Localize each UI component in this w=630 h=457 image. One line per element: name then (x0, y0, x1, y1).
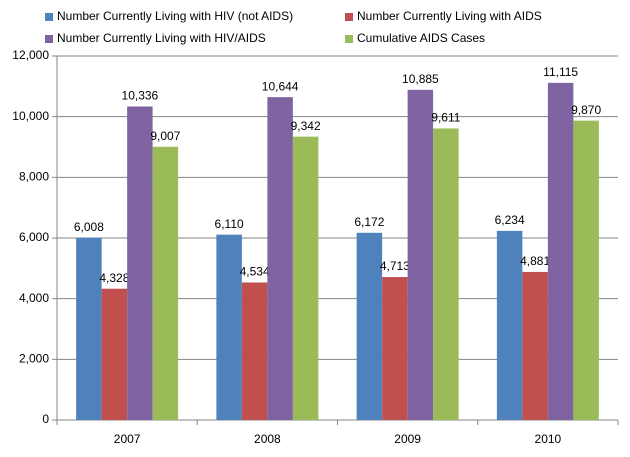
legend-swatch (345, 13, 353, 21)
bar (433, 128, 459, 420)
legend-swatch (45, 13, 53, 21)
bar (76, 237, 102, 420)
data-label: 4,328 (99, 271, 129, 285)
data-label: 9,342 (291, 119, 321, 133)
legend-label: Number Currently Living with HIV (not AI… (57, 9, 293, 23)
legend-label: Number Currently Living with AIDS (357, 9, 542, 23)
legend-swatch (45, 35, 53, 43)
data-label: 10,644 (262, 79, 299, 93)
y-tick-label: 12,000 (12, 48, 49, 62)
data-label: 9,007 (150, 129, 180, 143)
bar (522, 271, 548, 420)
data-label: 6,234 (495, 213, 525, 227)
legend-label: Cumulative AIDS Cases (357, 31, 485, 45)
y-tick-label: 4,000 (19, 291, 49, 305)
legend-label: Number Currently Living with HIV/AIDS (57, 31, 266, 45)
bar (356, 232, 383, 420)
data-label: 6,172 (354, 215, 384, 229)
y-tick-label: 2,000 (19, 352, 49, 366)
y-tick-label: 8,000 (19, 170, 49, 184)
bar (127, 106, 153, 420)
data-label: 10,336 (122, 89, 159, 103)
bar (101, 288, 128, 420)
y-tick-label: 6,000 (19, 230, 49, 244)
bar (547, 82, 574, 420)
data-label: 4,713 (380, 259, 410, 273)
data-label: 11,115 (543, 65, 578, 79)
bar (241, 282, 268, 420)
bar (382, 277, 408, 420)
x-tick-label: 2007 (114, 432, 141, 446)
y-tick-label: 0 (42, 412, 49, 426)
bar (152, 146, 179, 421)
data-label: 4,534 (240, 265, 270, 279)
data-label: 6,110 (215, 217, 244, 231)
x-tick-label: 2010 (535, 432, 562, 446)
bar (267, 97, 293, 420)
bar (216, 234, 242, 420)
data-label: 6,008 (74, 220, 104, 234)
x-tick-label: 2009 (394, 432, 421, 446)
bar (496, 230, 523, 420)
bar (573, 120, 599, 421)
y-tick-label: 10,000 (12, 109, 49, 123)
data-label: 4,881 (520, 254, 550, 268)
data-label: 9,870 (571, 103, 601, 117)
x-tick-label: 2008 (254, 432, 281, 446)
data-label: 10,885 (402, 72, 439, 86)
data-label: 9,611 (431, 111, 460, 125)
legend-swatch (345, 35, 353, 43)
bar (407, 89, 434, 421)
bar (292, 136, 319, 420)
legend: Number Currently Living with HIV (not AI… (45, 9, 542, 45)
